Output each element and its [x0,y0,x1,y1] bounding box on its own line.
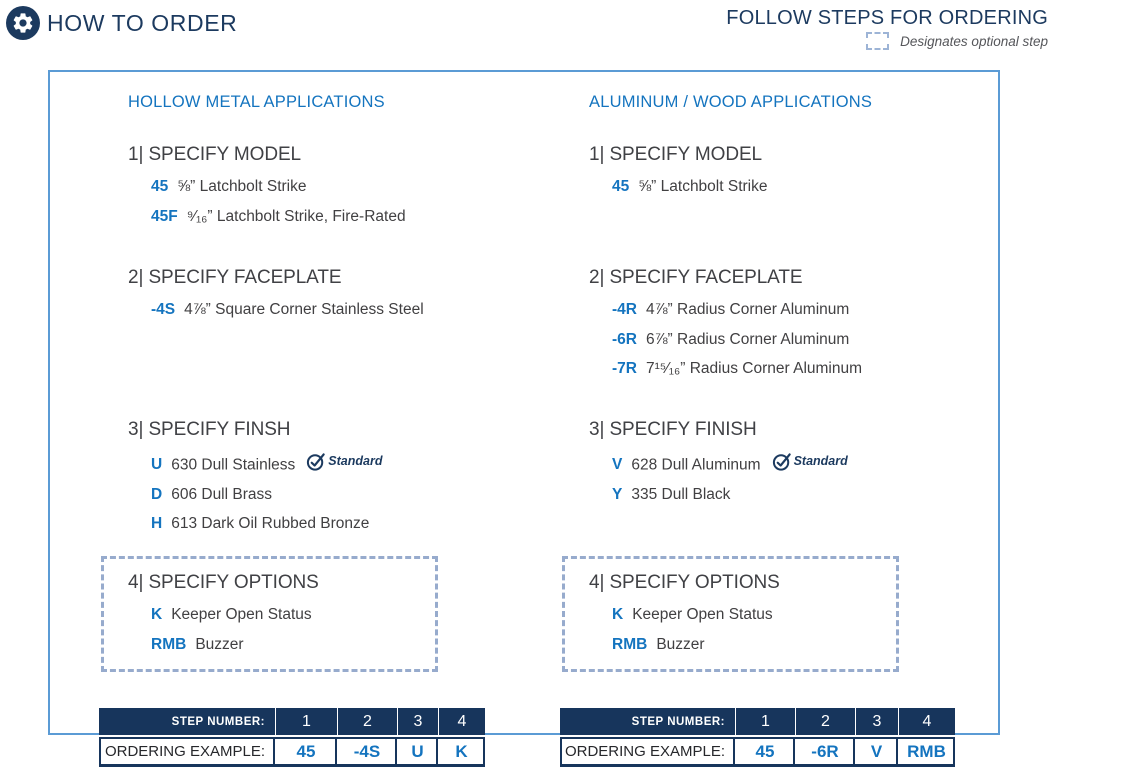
example-value: K [436,737,485,767]
step-number: 3 [397,708,438,735]
dashed-box-icon [866,32,890,50]
step-number-label: STEP NUMBER: [99,708,275,735]
ordering-example-table: STEP NUMBER: 1 2 3 4 ORDERING EXAMPLE: 4… [560,708,955,767]
step-number: 2 [795,708,855,735]
page-title: HOW TO ORDER [47,10,238,36]
ordering-example-label: ORDERING EXAMPLE: [99,737,275,767]
example-value: U [395,737,438,767]
ordering-example-label: ORDERING EXAMPLE: [560,737,735,767]
example-value: 45 [273,737,337,767]
follow-steps-heading: FOLLOW STEPS FOR ORDERING [726,7,1048,29]
step-number: 1 [735,708,795,735]
step-number-label: STEP NUMBER: [560,708,735,735]
example-value: V [853,737,898,767]
optional-step-legend: Designates optional step [866,32,1048,50]
step-number: 1 [275,708,337,735]
step-number: 2 [337,708,397,735]
ordering-steps-panel [48,70,1000,735]
step-number: 3 [855,708,898,735]
example-value: RMB [896,737,955,767]
step-number: 4 [438,708,485,735]
legend-text: Designates optional step [900,33,1048,49]
ordering-example-table: STEP NUMBER: 1 2 3 4 ORDERING EXAMPLE: 4… [99,708,485,767]
example-value: -4S [335,737,397,767]
example-value: -6R [793,737,855,767]
gear-icon [6,6,40,40]
example-value: 45 [733,737,795,767]
step-number: 4 [898,708,955,735]
